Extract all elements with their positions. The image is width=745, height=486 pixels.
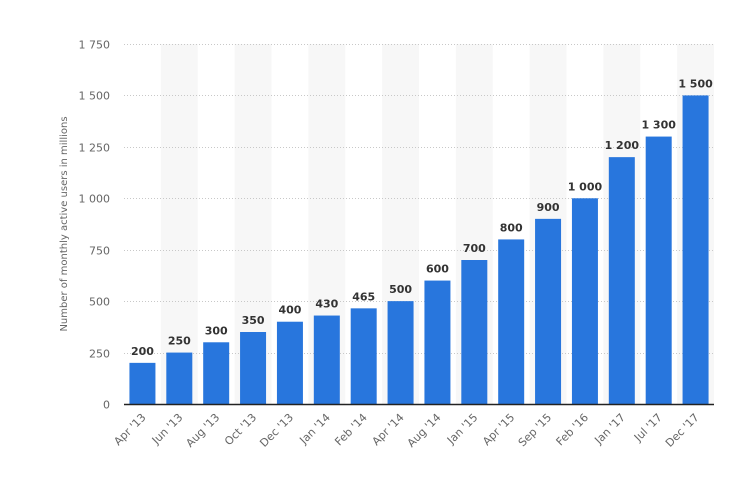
y-axis-label: Number of monthly active users in millio…	[59, 116, 70, 331]
bar[interactable]	[129, 362, 156, 404]
x-tick-label: Feb '14	[332, 411, 369, 448]
value-label: 300	[205, 324, 228, 337]
value-label: 600	[426, 263, 449, 276]
x-tick-label: Aug '13	[183, 411, 222, 450]
x-tick-label: Jun '13	[149, 411, 186, 448]
bar[interactable]	[498, 239, 525, 404]
bar[interactable]	[535, 218, 562, 404]
x-tick-label: Sep '15	[516, 411, 554, 449]
y-tick-label: 1 750	[79, 39, 111, 52]
value-label: 200	[131, 345, 154, 358]
y-tick-label: 1 500	[79, 90, 111, 103]
x-tick-label: Apr '13	[111, 411, 148, 448]
x-tick-label: Jan '14	[297, 411, 333, 447]
value-label: 430	[315, 298, 338, 311]
x-tick-label: Dec '17	[663, 411, 702, 450]
bars	[129, 95, 709, 405]
x-tick-label: Apr '14	[370, 411, 407, 448]
bar[interactable]	[350, 308, 377, 404]
bar[interactable]	[240, 332, 267, 404]
x-tick-label: Feb '16	[554, 411, 591, 448]
value-label: 900	[537, 201, 560, 214]
bar[interactable]	[203, 342, 230, 404]
value-label: 1 200	[605, 139, 640, 152]
value-label: 350	[242, 314, 265, 327]
band	[160, 44, 198, 404]
bar[interactable]	[608, 157, 635, 404]
x-tick-label: Oct '13	[222, 411, 259, 448]
bar[interactable]	[166, 352, 193, 404]
bar[interactable]	[461, 260, 488, 404]
value-label: 1 300	[641, 119, 676, 132]
x-tick-label: Jan '17	[592, 411, 628, 447]
value-label: 500	[389, 283, 412, 296]
bar[interactable]	[645, 136, 672, 405]
y-axis-ticks: 0 250 500 750 1 000 1 250 1 500 1 750	[79, 39, 111, 412]
value-label: 1 000	[568, 180, 603, 193]
x-tick-label: Apr '15	[480, 411, 517, 448]
bar[interactable]	[424, 280, 451, 404]
bar[interactable]	[387, 301, 414, 404]
y-tick-label: 750	[89, 245, 110, 258]
y-tick-label: 250	[89, 348, 110, 361]
x-tick-label: Jan '15	[444, 411, 480, 447]
bar[interactable]	[276, 321, 303, 404]
value-label: 465	[352, 290, 375, 303]
value-labels: 200 250 300 350 400 430 465 500 600 700 800 900 1 00…	[131, 77, 713, 357]
gridlines	[124, 44, 714, 354]
value-label: 800	[500, 221, 523, 234]
bar[interactable]	[313, 315, 340, 404]
y-tick-label: 500	[89, 296, 110, 309]
bar[interactable]	[571, 198, 598, 404]
x-tick-label: Jul '17	[631, 411, 665, 445]
bar[interactable]	[682, 95, 709, 404]
x-tick-label: Dec '13	[257, 411, 296, 450]
value-label: 1 500	[678, 77, 713, 90]
value-label: 250	[168, 335, 191, 348]
y-tick-label: 1 000	[79, 193, 111, 206]
y-tick-label: 0	[103, 399, 110, 412]
value-label: 400	[278, 304, 301, 317]
x-tick-label: Aug '14	[405, 411, 444, 450]
y-tick-label: 1 250	[79, 142, 111, 155]
value-label: 700	[463, 242, 486, 255]
